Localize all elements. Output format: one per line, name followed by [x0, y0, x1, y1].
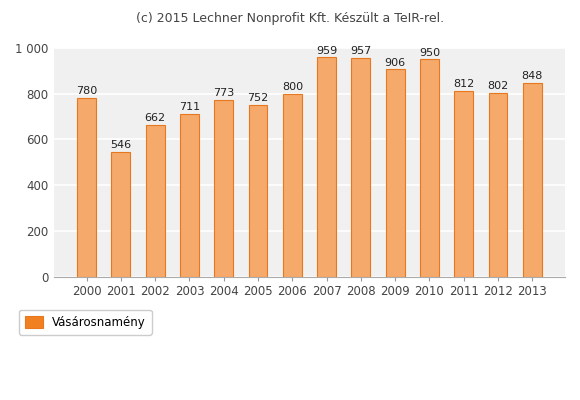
Text: 959: 959 [316, 46, 337, 56]
Text: 662: 662 [144, 114, 166, 124]
Text: 711: 711 [179, 102, 200, 112]
Bar [420, 60, 439, 277]
Text: 800: 800 [282, 82, 303, 92]
Bar [317, 57, 336, 277]
Bar [215, 100, 233, 277]
Bar [77, 98, 96, 277]
Text: (c) 2015 Lechner Nonprofit Kft. Készült a TeIR-rel.: (c) 2015 Lechner Nonprofit Kft. Készült … [136, 12, 444, 25]
Legend: Vásárosnamény: Vásárosnamény [19, 310, 151, 335]
Bar [454, 91, 473, 277]
Bar [488, 93, 508, 277]
Bar [523, 83, 542, 277]
Bar [180, 114, 199, 277]
Text: 780: 780 [76, 86, 97, 96]
Text: 752: 752 [248, 93, 269, 103]
Text: 546: 546 [110, 140, 132, 150]
Text: 812: 812 [453, 79, 474, 89]
Text: 950: 950 [419, 48, 440, 58]
Bar [146, 125, 165, 277]
Bar [249, 105, 267, 277]
Text: 957: 957 [350, 46, 372, 56]
Bar [386, 70, 405, 277]
Text: 802: 802 [487, 82, 509, 92]
Text: 906: 906 [385, 58, 406, 68]
Bar [111, 152, 130, 277]
Text: 773: 773 [213, 88, 234, 98]
Bar [351, 58, 370, 277]
Bar [283, 94, 302, 277]
Text: 848: 848 [521, 71, 543, 81]
